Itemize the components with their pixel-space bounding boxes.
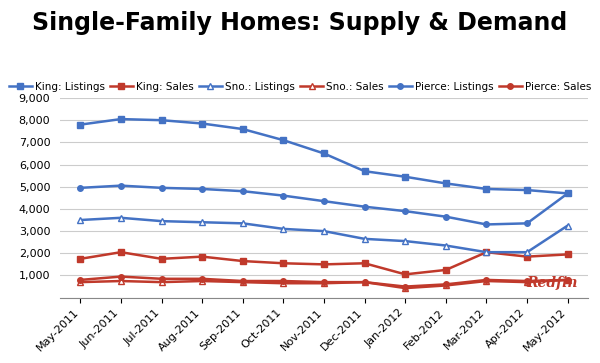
Pierce: Sales: (10, 800): Sales: (10, 800)	[483, 278, 490, 282]
King: Listings: (12, 4.7e+03): Listings: (12, 4.7e+03)	[564, 191, 571, 196]
Pierce: Listings: (11, 3.35e+03): Listings: (11, 3.35e+03)	[523, 221, 530, 225]
King: Sales: (0, 1.75e+03): Sales: (0, 1.75e+03)	[77, 257, 84, 261]
Pierce: Sales: (9, 600): Sales: (9, 600)	[442, 282, 449, 286]
Sno.: Listings: (6, 3e+03): Listings: (6, 3e+03)	[320, 229, 328, 233]
King: Sales: (3, 1.85e+03): Sales: (3, 1.85e+03)	[199, 254, 206, 259]
Sno.: Sales: (0, 700): Sales: (0, 700)	[77, 280, 84, 284]
Line: Sno.: Sales: Sno.: Sales	[77, 277, 571, 291]
Text: Redfin: Redfin	[526, 276, 577, 290]
King: Sales: (10, 2.05e+03): Sales: (10, 2.05e+03)	[483, 250, 490, 254]
Pierce: Sales: (2, 850): Sales: (2, 850)	[158, 277, 165, 281]
Pierce: Sales: (0, 800): Sales: (0, 800)	[77, 278, 84, 282]
Sno.: Sales: (6, 650): Sales: (6, 650)	[320, 281, 328, 285]
Sno.: Listings: (10, 2.05e+03): Listings: (10, 2.05e+03)	[483, 250, 490, 254]
Pierce: Sales: (4, 750): Sales: (4, 750)	[239, 279, 247, 283]
Line: Pierce: Sales: Pierce: Sales	[77, 274, 571, 289]
Sno.: Listings: (1, 3.6e+03): Listings: (1, 3.6e+03)	[118, 216, 125, 220]
Sno.: Sales: (12, 800): Sales: (12, 800)	[564, 278, 571, 282]
King: Listings: (1, 8.05e+03): Listings: (1, 8.05e+03)	[118, 117, 125, 121]
Sno.: Sales: (4, 700): Sales: (4, 700)	[239, 280, 247, 284]
Sno.: Sales: (10, 750): Sales: (10, 750)	[483, 279, 490, 283]
King: Sales: (2, 1.75e+03): Sales: (2, 1.75e+03)	[158, 257, 165, 261]
Pierce: Sales: (8, 500): Sales: (8, 500)	[401, 284, 409, 289]
Pierce: Listings: (9, 3.65e+03): Listings: (9, 3.65e+03)	[442, 215, 449, 219]
Pierce: Listings: (4, 4.8e+03): Listings: (4, 4.8e+03)	[239, 189, 247, 193]
King: Listings: (2, 8e+03): Listings: (2, 8e+03)	[158, 118, 165, 122]
Sno.: Sales: (2, 700): Sales: (2, 700)	[158, 280, 165, 284]
Pierce: Listings: (12, 4.7e+03): Listings: (12, 4.7e+03)	[564, 191, 571, 196]
Sno.: Listings: (7, 2.65e+03): Listings: (7, 2.65e+03)	[361, 237, 368, 241]
King: Listings: (6, 6.5e+03): Listings: (6, 6.5e+03)	[320, 151, 328, 156]
Sno.: Sales: (11, 700): Sales: (11, 700)	[523, 280, 530, 284]
King: Listings: (9, 5.15e+03): Listings: (9, 5.15e+03)	[442, 181, 449, 185]
Sno.: Sales: (1, 750): Sales: (1, 750)	[118, 279, 125, 283]
King: Sales: (6, 1.5e+03): Sales: (6, 1.5e+03)	[320, 262, 328, 266]
King: Sales: (9, 1.25e+03): Sales: (9, 1.25e+03)	[442, 268, 449, 272]
Line: King: Listings: King: Listings	[77, 116, 571, 196]
Pierce: Sales: (5, 750): Sales: (5, 750)	[280, 279, 287, 283]
King: Sales: (4, 1.65e+03): Sales: (4, 1.65e+03)	[239, 259, 247, 263]
King: Listings: (3, 7.85e+03): Listings: (3, 7.85e+03)	[199, 121, 206, 126]
Pierce: Listings: (6, 4.35e+03): Listings: (6, 4.35e+03)	[320, 199, 328, 203]
Line: King: Sales: King: Sales	[77, 249, 571, 277]
Sno.: Listings: (11, 2.05e+03): Listings: (11, 2.05e+03)	[523, 250, 530, 254]
Sno.: Listings: (12, 3.25e+03): Listings: (12, 3.25e+03)	[564, 223, 571, 228]
Sno.: Sales: (8, 430): Sales: (8, 430)	[401, 286, 409, 290]
Pierce: Listings: (1, 5.05e+03): Listings: (1, 5.05e+03)	[118, 183, 125, 188]
Pierce: Sales: (1, 950): Sales: (1, 950)	[118, 274, 125, 279]
Sno.: Listings: (3, 3.4e+03): Listings: (3, 3.4e+03)	[199, 220, 206, 224]
King: Listings: (4, 7.6e+03): Listings: (4, 7.6e+03)	[239, 127, 247, 131]
King: Listings: (8, 5.45e+03): Listings: (8, 5.45e+03)	[401, 175, 409, 179]
King: Listings: (10, 4.9e+03): Listings: (10, 4.9e+03)	[483, 187, 490, 191]
King: Sales: (8, 1.05e+03): Sales: (8, 1.05e+03)	[401, 272, 409, 277]
Line: Sno.: Listings: Sno.: Listings	[77, 215, 571, 255]
Sno.: Listings: (0, 3.5e+03): Listings: (0, 3.5e+03)	[77, 218, 84, 222]
King: Listings: (0, 7.8e+03): Listings: (0, 7.8e+03)	[77, 122, 84, 127]
Sno.: Listings: (4, 3.35e+03): Listings: (4, 3.35e+03)	[239, 221, 247, 225]
Sno.: Listings: (9, 2.35e+03): Listings: (9, 2.35e+03)	[442, 243, 449, 248]
Pierce: Sales: (3, 850): Sales: (3, 850)	[199, 277, 206, 281]
Sno.: Listings: (2, 3.45e+03): Listings: (2, 3.45e+03)	[158, 219, 165, 223]
Pierce: Sales: (11, 750): Sales: (11, 750)	[523, 279, 530, 283]
Sno.: Sales: (9, 550): Sales: (9, 550)	[442, 283, 449, 287]
Legend: King: Listings, King: Sales, Sno.: Listings, Sno.: Sales, Pierce: Listings, Pier: King: Listings, King: Sales, Sno.: Listi…	[5, 78, 595, 96]
King: Sales: (7, 1.55e+03): Sales: (7, 1.55e+03)	[361, 261, 368, 265]
Pierce: Sales: (12, 800): Sales: (12, 800)	[564, 278, 571, 282]
Pierce: Listings: (10, 3.3e+03): Listings: (10, 3.3e+03)	[483, 222, 490, 227]
King: Sales: (5, 1.55e+03): Sales: (5, 1.55e+03)	[280, 261, 287, 265]
Sno.: Listings: (5, 3.1e+03): Listings: (5, 3.1e+03)	[280, 227, 287, 231]
King: Listings: (11, 4.85e+03): Listings: (11, 4.85e+03)	[523, 188, 530, 192]
Pierce: Sales: (6, 700): Sales: (6, 700)	[320, 280, 328, 284]
King: Listings: (5, 7.1e+03): Listings: (5, 7.1e+03)	[280, 138, 287, 142]
Pierce: Listings: (7, 4.1e+03): Listings: (7, 4.1e+03)	[361, 204, 368, 209]
King: Sales: (1, 2.05e+03): Sales: (1, 2.05e+03)	[118, 250, 125, 254]
Pierce: Listings: (3, 4.9e+03): Listings: (3, 4.9e+03)	[199, 187, 206, 191]
Pierce: Sales: (7, 700): Sales: (7, 700)	[361, 280, 368, 284]
Pierce: Listings: (8, 3.9e+03): Listings: (8, 3.9e+03)	[401, 209, 409, 213]
King: Sales: (11, 1.85e+03): Sales: (11, 1.85e+03)	[523, 254, 530, 259]
Sno.: Sales: (5, 650): Sales: (5, 650)	[280, 281, 287, 285]
King: Listings: (7, 5.7e+03): Listings: (7, 5.7e+03)	[361, 169, 368, 174]
Pierce: Listings: (5, 4.6e+03): Listings: (5, 4.6e+03)	[280, 193, 287, 198]
Pierce: Listings: (0, 4.95e+03): Listings: (0, 4.95e+03)	[77, 185, 84, 190]
Line: Pierce: Listings: Pierce: Listings	[77, 183, 571, 227]
Sno.: Listings: (8, 2.55e+03): Listings: (8, 2.55e+03)	[401, 239, 409, 243]
Pierce: Listings: (2, 4.95e+03): Listings: (2, 4.95e+03)	[158, 185, 165, 190]
Text: Single-Family Homes: Supply & Demand: Single-Family Homes: Supply & Demand	[32, 11, 568, 35]
Sno.: Sales: (7, 700): Sales: (7, 700)	[361, 280, 368, 284]
King: Sales: (12, 1.95e+03): Sales: (12, 1.95e+03)	[564, 252, 571, 257]
Sno.: Sales: (3, 750): Sales: (3, 750)	[199, 279, 206, 283]
